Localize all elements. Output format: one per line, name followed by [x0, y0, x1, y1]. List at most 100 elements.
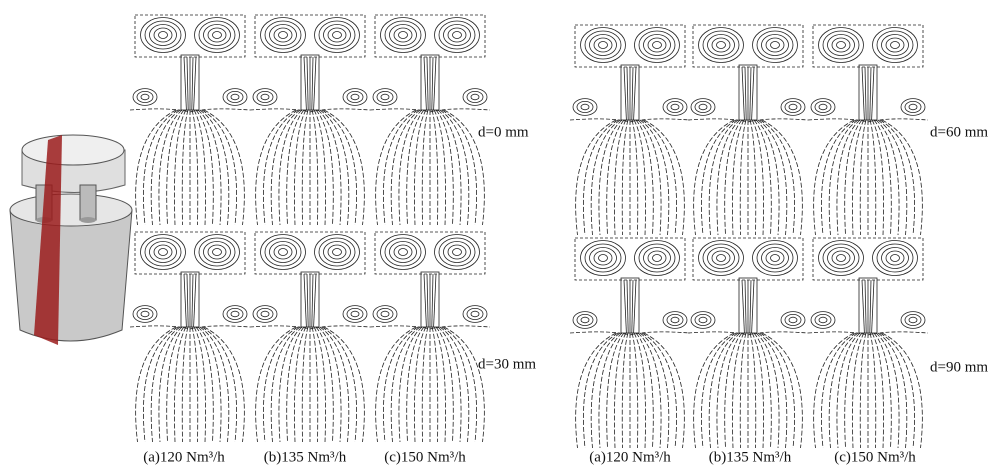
vortex: [832, 38, 850, 52]
jet-line: [187, 57, 188, 110]
jet-line: [314, 274, 316, 327]
vessel-model: [10, 135, 132, 345]
streamline: [583, 120, 618, 235]
streamline: [760, 333, 795, 448]
streamline: [837, 333, 860, 448]
streamline: [312, 327, 318, 442]
side-vortex: [137, 308, 153, 319]
streamline: [640, 120, 669, 235]
streamline: [860, 333, 866, 448]
streamline: [414, 327, 426, 442]
jet-line: [627, 67, 628, 120]
vortex: [635, 241, 680, 276]
streamline: [622, 120, 628, 235]
vortex: [154, 245, 172, 259]
streamline: [294, 327, 306, 442]
streamline: [279, 327, 302, 442]
vortex: [279, 249, 288, 256]
vortex: [639, 244, 675, 272]
side-vortex: [351, 311, 359, 317]
streamline: [732, 120, 744, 235]
side-vortex: [351, 94, 359, 100]
vortex: [873, 241, 918, 276]
streamline: [872, 120, 884, 235]
streamline: [634, 120, 646, 235]
streamline: [432, 110, 438, 225]
streamline: [318, 110, 341, 225]
side-vortex: [227, 91, 243, 102]
vortex: [771, 255, 780, 262]
vortex: [819, 241, 864, 276]
streamline: [583, 333, 618, 448]
streamline: [878, 333, 907, 448]
streamline: [740, 120, 746, 235]
jet-line: [194, 57, 196, 110]
vortex: [199, 238, 235, 266]
side-vortex: [257, 91, 273, 102]
vortex: [891, 255, 900, 262]
streamline: [599, 333, 622, 448]
side-vortex: [815, 101, 831, 112]
jet-line: [304, 57, 306, 110]
upper-region: [135, 15, 245, 57]
side-vortex: [141, 311, 149, 317]
jet-line: [192, 274, 193, 327]
figure: d=0 mm d=30 mm d=60 mm d=90 mm (a)120 Nm…: [0, 0, 1007, 468]
upper-region: [255, 232, 365, 274]
streamline: [391, 110, 420, 225]
jet-line: [745, 67, 746, 120]
upper-region: [575, 238, 685, 280]
streamline: [271, 327, 300, 442]
side-vortex: [227, 308, 243, 319]
streamline: [758, 333, 787, 448]
vortex: [832, 251, 850, 265]
streamline: [870, 333, 876, 448]
streamline: [622, 333, 628, 448]
streamline: [870, 120, 876, 235]
vortex: [399, 249, 408, 256]
vortex: [453, 249, 462, 256]
side-vortex: [581, 104, 589, 110]
side-vortex: [261, 94, 269, 100]
side-vortex: [699, 317, 707, 323]
vortex: [581, 241, 626, 276]
vortex: [699, 241, 744, 276]
streamline: [852, 120, 864, 235]
streamline: [756, 120, 779, 235]
jet-line: [314, 57, 316, 110]
jet-line: [627, 280, 628, 333]
side-vortex: [819, 317, 827, 323]
streamline: [878, 120, 907, 235]
side-vortex: [667, 314, 683, 325]
vortex: [766, 251, 784, 265]
side-vortex: [381, 94, 389, 100]
streamline: [642, 120, 677, 235]
streamline-plot: [250, 232, 370, 442]
jet-line: [427, 274, 428, 327]
vortex: [159, 32, 168, 39]
vortex: [757, 244, 793, 272]
jet-line: [750, 280, 751, 333]
vortex: [753, 241, 798, 276]
row-label: d=90 mm: [930, 359, 988, 375]
vortex: [319, 238, 355, 266]
jet-line: [192, 57, 193, 110]
side-vortex: [467, 308, 483, 319]
vortex: [753, 28, 798, 63]
jet-line: [424, 274, 426, 327]
streamline: [202, 110, 237, 225]
vortex: [213, 32, 222, 39]
vortex: [145, 21, 181, 49]
side-vortex: [667, 101, 683, 112]
jet-line: [624, 67, 626, 120]
caption: (a)120 Nm³/h: [143, 449, 225, 465]
streamline: [876, 120, 899, 235]
streamline: [880, 333, 915, 448]
vortex: [837, 255, 846, 262]
streamline: [709, 333, 738, 448]
streamline: [383, 110, 418, 225]
streamline: [399, 110, 422, 225]
upper-region: [375, 232, 485, 274]
streamline: [174, 327, 186, 442]
vortex: [385, 21, 421, 49]
